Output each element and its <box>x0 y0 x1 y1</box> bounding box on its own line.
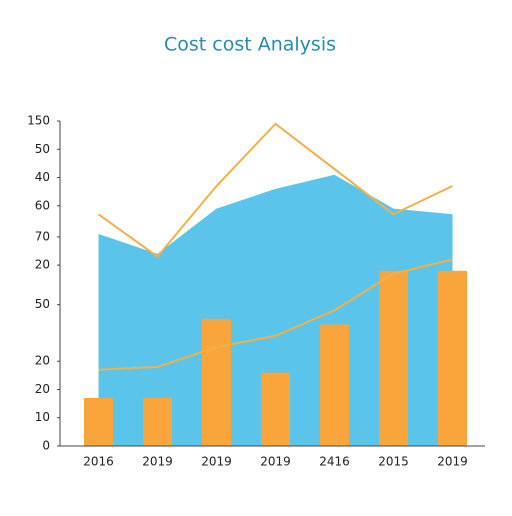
y-tick-label: 20 <box>35 354 50 368</box>
y-tick-label: 50 <box>35 297 50 311</box>
y-tick-label: 20 <box>35 382 50 396</box>
y-tick-label: 0 <box>42 439 50 453</box>
bar <box>261 372 290 446</box>
line <box>97 122 453 259</box>
area <box>98 174 453 446</box>
bar <box>320 324 349 446</box>
bar <box>143 397 172 446</box>
x-tick-label: 2019 <box>201 455 232 469</box>
x-tick-label: 2019 <box>260 455 291 469</box>
bar <box>379 270 408 446</box>
chart-title: Cost cost Analysis <box>164 34 336 56</box>
x-tick-label: 2015 <box>378 455 409 469</box>
y-tick-label: 40 <box>35 170 50 184</box>
y-tick-label: 10 <box>35 410 50 424</box>
y-tick-label: 20 <box>35 258 50 272</box>
y-tick-label: 50 <box>35 142 50 156</box>
bar <box>438 270 467 446</box>
x-tick-label: 2019 <box>142 455 173 469</box>
bar <box>84 397 113 446</box>
line <box>98 258 453 371</box>
x-tick-label: 2016 <box>83 455 114 469</box>
y-tick-label: 60 <box>35 198 50 212</box>
bar <box>202 318 231 446</box>
x-tick-label: 2019 <box>437 455 468 469</box>
y-tick-label: 150 <box>27 114 50 128</box>
y-tick-label: 70 <box>35 229 50 243</box>
x-tick-label: 2416 <box>319 455 350 469</box>
